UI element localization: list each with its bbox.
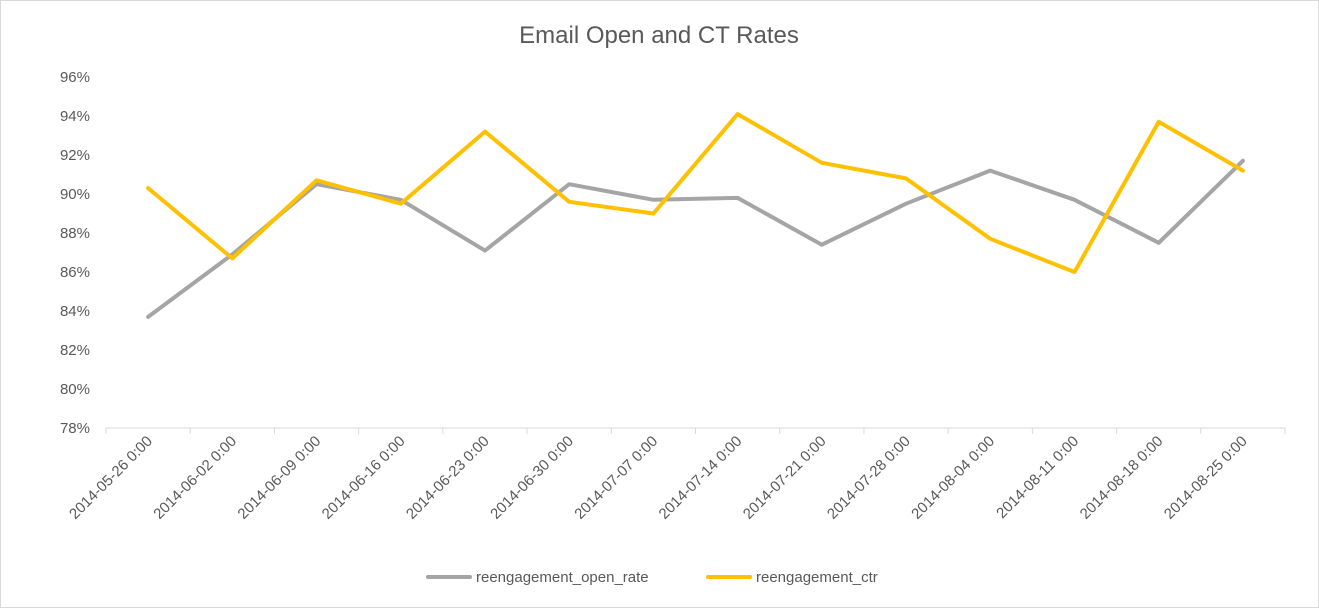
x-tick-label: 2014-06-02 0:00 [150,433,240,523]
legend: reengagement_open_rate reengagement_ctr [426,569,878,586]
y-axis: 78% 80% 82% 84% 86% 88% 90% 92% 94% 96% [60,69,90,437]
x-tick-label: 2014-07-14 0:00 [656,433,746,523]
y-tick-label: 92% [60,147,90,164]
x-tick-label: 2014-06-09 0:00 [234,433,324,523]
y-tick-label: 90% [60,186,90,203]
series-line-reengagement_ctr [146,112,1245,274]
series-line-reengagement_open_rate [146,158,1245,319]
y-tick-label: 80% [60,381,90,398]
x-tick-label: 2014-06-16 0:00 [319,433,409,523]
y-tick-label: 86% [60,264,90,281]
x-tick-label: 2014-07-07 0:00 [571,433,661,523]
y-tick-label: 84% [60,303,90,320]
x-tick-label: 2014-08-18 0:00 [1077,433,1167,523]
y-tick-label: 94% [60,108,90,125]
x-tick-label: 2014-08-25 0:00 [1161,433,1251,523]
x-tick-label: 2014-06-23 0:00 [403,433,493,523]
legend-label: reengagement_ctr [756,569,878,586]
legend-label: reengagement_open_rate [476,569,649,586]
y-tick-label: 78% [60,420,90,437]
x-tick-label: 2014-08-11 0:00 [993,433,1082,522]
y-tick-label: 82% [60,342,90,359]
x-tick-label: 2014-06-30 0:00 [487,433,577,523]
y-tick-label: 96% [60,69,90,86]
x-tick-label: 2014-08-04 0:00 [908,433,998,523]
x-tick-label: 2014-05-26 0:00 [66,433,156,523]
x-tick-label: 2014-07-28 0:00 [824,433,914,523]
chart-title: Email Open and CT Rates [519,22,799,49]
x-tick-label: 2014-07-21 0:00 [740,433,830,523]
series-layer [146,112,1245,319]
y-tick-label: 88% [60,225,90,242]
